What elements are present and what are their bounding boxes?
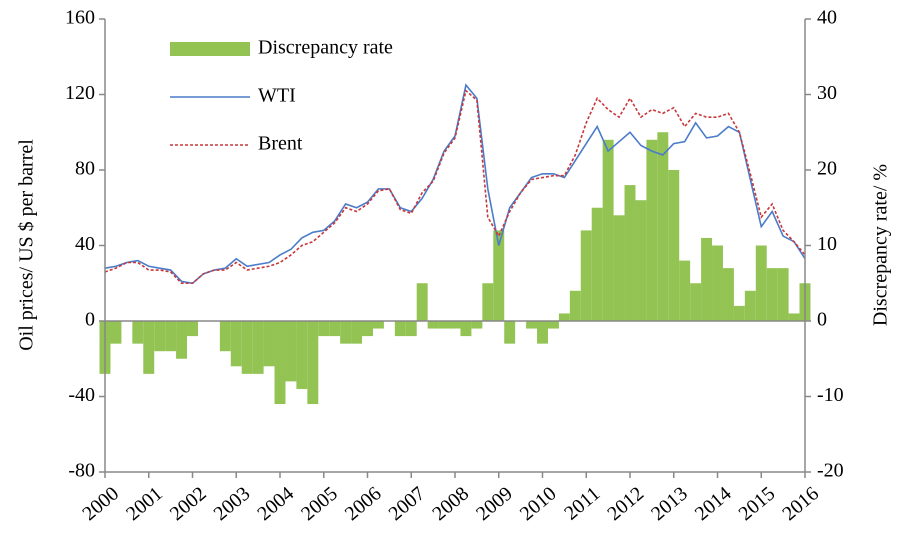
bar	[219, 321, 231, 352]
x-tick-label: 2007	[385, 482, 430, 525]
y2-tick-label: 0	[817, 309, 827, 331]
bar	[176, 321, 188, 359]
bar	[296, 321, 308, 389]
bar	[580, 230, 592, 321]
bar	[602, 139, 614, 321]
y-tick-label: 80	[75, 158, 95, 180]
bar	[526, 321, 538, 329]
y2-tick-label: 30	[817, 82, 837, 104]
bar	[679, 260, 691, 321]
bar	[405, 321, 417, 337]
legend-label: WTI	[258, 85, 296, 107]
bar	[318, 321, 330, 337]
bar	[547, 321, 559, 329]
bar	[755, 245, 767, 321]
bar	[340, 321, 352, 344]
line-series	[104, 89, 806, 285]
bar	[285, 321, 297, 382]
y2-tick-label: 20	[817, 158, 837, 180]
bar	[635, 200, 647, 321]
y-tick-label: -80	[68, 460, 95, 482]
x-tick-label: 2006	[341, 482, 386, 525]
bar	[427, 321, 439, 329]
bar	[438, 321, 450, 329]
x-tick-label: 2015	[735, 482, 780, 525]
legend-swatch	[170, 42, 250, 56]
bar	[657, 132, 669, 321]
x-tick-label: 2009	[472, 482, 517, 525]
bar	[777, 268, 789, 321]
x-tick-label: 2002	[166, 482, 211, 525]
bar	[241, 321, 253, 374]
bar	[471, 321, 483, 329]
bar	[154, 321, 166, 352]
y2-tick-label: -10	[817, 384, 844, 406]
y-tick-label: 40	[75, 233, 95, 255]
bar	[690, 283, 702, 321]
x-tick-label: 2010	[516, 482, 561, 525]
bar	[537, 321, 548, 344]
y-tick-label: 120	[65, 82, 95, 104]
line-series	[104, 83, 806, 285]
bar	[646, 139, 658, 321]
bar	[722, 268, 734, 321]
legend-label: Brent	[258, 133, 303, 155]
bar	[132, 321, 144, 344]
bar	[569, 290, 581, 321]
bar	[110, 321, 122, 344]
x-tick-label: 2011	[560, 482, 604, 524]
bar	[613, 215, 625, 321]
bar	[591, 207, 603, 321]
bar	[449, 321, 461, 329]
bar	[624, 185, 636, 321]
bar	[307, 321, 319, 405]
x-tick-label: 2001	[122, 482, 167, 525]
bar	[744, 290, 756, 321]
bar	[263, 321, 275, 367]
x-tick-label: 2016	[778, 482, 823, 525]
bar	[362, 321, 373, 337]
bar	[187, 321, 198, 337]
bar	[416, 283, 428, 321]
bar	[351, 321, 363, 344]
x-tick-label: 2013	[647, 482, 692, 525]
legend-label: Discrepancy rate	[258, 37, 393, 59]
bar	[460, 321, 472, 337]
bar	[504, 321, 516, 344]
x-tick-label: 2003	[210, 482, 255, 525]
bar	[274, 321, 286, 405]
bar	[733, 305, 745, 321]
x-tick-label: 2004	[253, 482, 298, 525]
y-tick-label: 0	[85, 309, 95, 331]
bar	[329, 321, 341, 337]
bar	[482, 283, 494, 321]
bar	[165, 321, 177, 352]
bar	[712, 245, 723, 321]
bar	[230, 321, 242, 367]
x-tick-label: 2005	[297, 482, 342, 525]
y2-tick-label: 40	[817, 7, 837, 29]
y2-tick-label: -20	[817, 460, 844, 482]
y2-tick-label: 10	[817, 233, 837, 255]
bar	[788, 313, 800, 321]
y-axis-label: Oil prices/ US $ per barrel	[16, 139, 38, 351]
x-tick-label: 2012	[603, 482, 648, 525]
bar	[493, 230, 505, 321]
x-tick-label: 2008	[428, 482, 473, 525]
y2-axis-label: Discrepancy rate/ %	[870, 164, 892, 326]
x-tick-label: 2014	[691, 482, 736, 525]
y-tick-label: -40	[68, 384, 95, 406]
bar	[766, 268, 778, 321]
bar	[701, 237, 713, 321]
bar	[558, 313, 570, 321]
bar	[668, 170, 680, 321]
bar	[143, 321, 155, 374]
bar	[252, 321, 264, 374]
y-tick-label: 160	[65, 7, 95, 29]
x-tick-label: 2000	[78, 482, 123, 525]
bar	[372, 321, 384, 329]
bar	[394, 321, 406, 337]
